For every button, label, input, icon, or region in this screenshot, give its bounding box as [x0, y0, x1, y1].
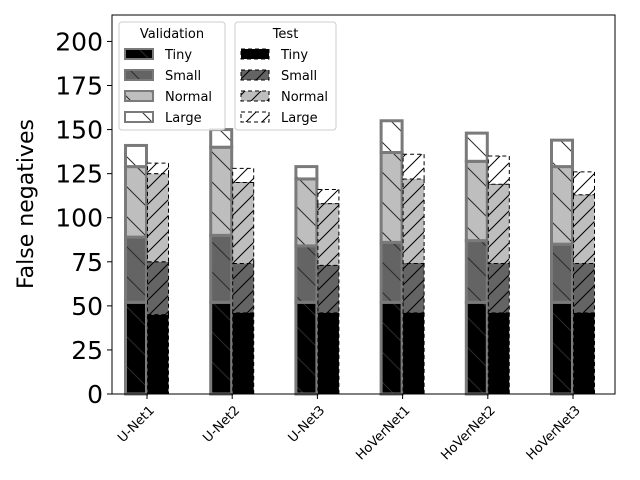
bar-test-normal-u-net3: [317, 203, 340, 266]
bar-validation-normal-u-net1: [124, 165, 148, 239]
bar-test-tiny-u-net1: [147, 314, 169, 395]
bar-test-normal-u-net1: [147, 173, 169, 263]
bar-test-small-u-net1: [147, 261, 169, 316]
legend-label: Normal: [281, 90, 328, 105]
bar-test-normal-u-net2: [232, 181, 255, 265]
bar-test-large-u-net3: [317, 189, 340, 205]
legend-label: Large: [281, 111, 318, 126]
bar-validation-large-u-net2: [209, 128, 234, 149]
y-tick-label: 0: [87, 380, 103, 409]
legend-swatch-large: [240, 111, 270, 123]
bar-test-large-hovernet1: [402, 153, 425, 180]
x-tick-label: U-Net2: [200, 403, 243, 446]
bar-test-large-u-net1: [147, 162, 169, 175]
x-tick-label: HoVerNet3: [524, 403, 584, 463]
y-tick-label: 50: [71, 292, 103, 321]
bar-test-tiny-u-net3: [317, 312, 340, 395]
y-tick-label: 75: [71, 248, 103, 277]
bar-validation-tiny-u-net3: [294, 300, 319, 396]
bar-test-large-u-net2: [232, 167, 255, 183]
y-axis-label: False negatives: [14, 119, 39, 289]
bar-test-tiny-hovernet3: [573, 312, 595, 395]
bar-validation-normal-u-net2: [209, 145, 234, 237]
bar-validation-large-hovernet1: [379, 119, 404, 154]
bar-validation-tiny-u-net2: [209, 300, 234, 396]
bar-validation-small-u-net1: [124, 235, 148, 304]
bar-validation-tiny-hovernet3: [550, 300, 574, 396]
y-tick-label: 175: [55, 72, 103, 101]
bar-validation-normal-hovernet1: [379, 150, 404, 244]
legend-swatch-tiny: [240, 48, 270, 60]
y-tick-label: 200: [55, 27, 103, 56]
y-tick-label: 125: [55, 160, 103, 189]
bar-test-large-hovernet2: [487, 155, 510, 185]
bar-validation-large-u-net1: [124, 143, 148, 169]
legend-validation: Validation Tiny Small Normal Large: [118, 21, 226, 131]
axes-frame: [111, 14, 616, 395]
legend-label: Tiny: [280, 48, 308, 63]
legend-swatch-small: [240, 69, 270, 81]
y-tick-label: 25: [71, 336, 103, 365]
x-tick-label: HoVerNet2: [438, 403, 498, 463]
legend-swatch-normal: [124, 90, 154, 102]
x-tick-label: U-Net1: [115, 403, 158, 446]
bar-test-small-u-net3: [317, 264, 340, 314]
bar-test-small-hovernet3: [573, 263, 595, 314]
bar-validation-large-hovernet2: [464, 131, 489, 163]
bar-validation-small-u-net3: [294, 244, 319, 304]
bar-validation-small-hovernet2: [464, 239, 489, 304]
y-tick-label: 100: [55, 204, 103, 233]
y-tick-label: 150: [55, 116, 103, 145]
legend-swatch-small: [124, 69, 154, 81]
legend-swatch-tiny: [124, 48, 154, 60]
bar-test-tiny-hovernet1: [402, 312, 425, 395]
y-axis: 0 25 50 75 100 125 150 175 200: [55, 27, 112, 409]
x-axis: U-Net1 U-Net2 U-Net3 HoVerNet1 HoVerNet2 HoVe…: [115, 394, 584, 463]
bar-validation-normal-hovernet2: [464, 159, 489, 243]
legend-swatch-large: [124, 111, 154, 123]
x-tick-label: HoVerNet1: [353, 403, 413, 463]
bar-test-normal-hovernet3: [573, 194, 595, 265]
bar-validation-tiny-hovernet1: [379, 300, 404, 396]
bar-test-small-hovernet1: [402, 263, 425, 314]
bar-validation-small-hovernet3: [550, 242, 574, 304]
bar-test-tiny-hovernet2: [487, 312, 510, 395]
bar-test-large-hovernet3: [573, 171, 595, 196]
bar-validation-small-u-net2: [209, 233, 234, 304]
bar-validation-tiny-hovernet2: [464, 300, 489, 396]
x-tick-label: U-Net3: [286, 403, 329, 446]
bar-test-normal-hovernet1: [402, 178, 425, 265]
bar-validation-large-u-net3: [294, 165, 319, 181]
legend-label: Small: [281, 69, 317, 84]
legend-label: Normal: [165, 90, 212, 105]
bar-validation-normal-hovernet3: [550, 165, 574, 246]
bar-validation-tiny-u-net1: [124, 300, 148, 396]
legend-label: Tiny: [164, 48, 192, 63]
bar-test-normal-hovernet2: [487, 183, 510, 265]
bar-validation-normal-u-net3: [294, 177, 319, 248]
legend-label: Small: [165, 69, 201, 84]
legend-title: Test: [272, 27, 299, 42]
legend-label: Large: [165, 111, 202, 126]
bars-layer: [124, 119, 595, 396]
legend-test: Test Tiny Small Normal Large: [234, 21, 337, 131]
legend-swatch-normal: [240, 90, 270, 102]
bar-test-tiny-u-net2: [232, 312, 255, 395]
legend: Validation Tiny Small Normal Large Test Tiny Sm…: [118, 21, 337, 131]
bar-test-small-u-net2: [232, 263, 255, 314]
bar-validation-large-hovernet3: [550, 138, 574, 169]
bar-test-small-hovernet2: [487, 263, 510, 314]
bar-validation-small-hovernet1: [379, 240, 404, 304]
legend-title: Validation: [140, 27, 204, 42]
